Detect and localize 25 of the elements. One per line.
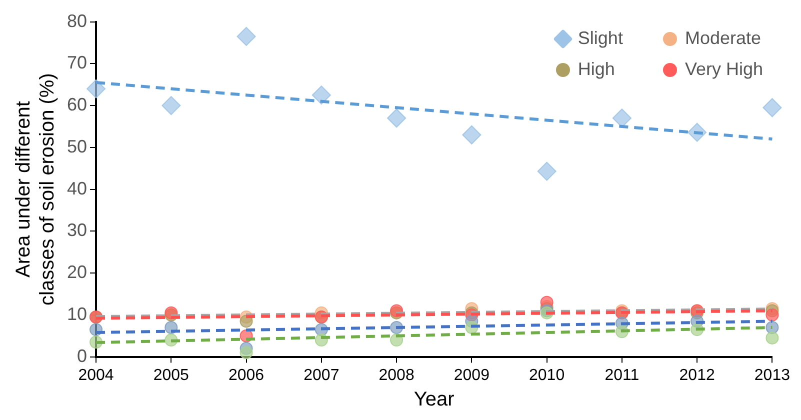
x-tick-label: 2012 xyxy=(679,366,715,384)
y-tick-label: 70 xyxy=(66,52,88,73)
x-tick-label: 2004 xyxy=(78,366,114,384)
y-axis-title: Area under different classes of soil erosion (%) xyxy=(12,73,59,306)
x-tick-label: 2013 xyxy=(754,366,790,384)
y-tick-label: 30 xyxy=(66,220,88,240)
legend-label: High xyxy=(578,59,615,80)
y-tick-label: 80 xyxy=(66,10,88,31)
x-tick-label: 2005 xyxy=(153,366,190,384)
y-tick-label: 20 xyxy=(66,262,88,282)
y-tick-label: 60 xyxy=(66,94,88,115)
x-tick-label: 2008 xyxy=(378,366,414,384)
x-tick-label: 2007 xyxy=(304,366,340,384)
y-tick-label: 50 xyxy=(66,136,88,156)
y-tick-label: 40 xyxy=(66,178,88,198)
y-tick-label: 10 xyxy=(66,304,88,324)
x-tick-label: 2011 xyxy=(604,366,640,384)
x-tick-label: 2009 xyxy=(454,366,490,384)
legend-label: Moderate xyxy=(684,28,761,49)
x-tick-label: 2006 xyxy=(228,366,264,384)
legend-label: Very High xyxy=(684,59,763,80)
x-tick-label: 2010 xyxy=(529,366,565,384)
x-axis-title: Year xyxy=(414,388,455,411)
y-tick-label: 0 xyxy=(77,346,88,366)
legend-label: Slight xyxy=(578,28,623,49)
